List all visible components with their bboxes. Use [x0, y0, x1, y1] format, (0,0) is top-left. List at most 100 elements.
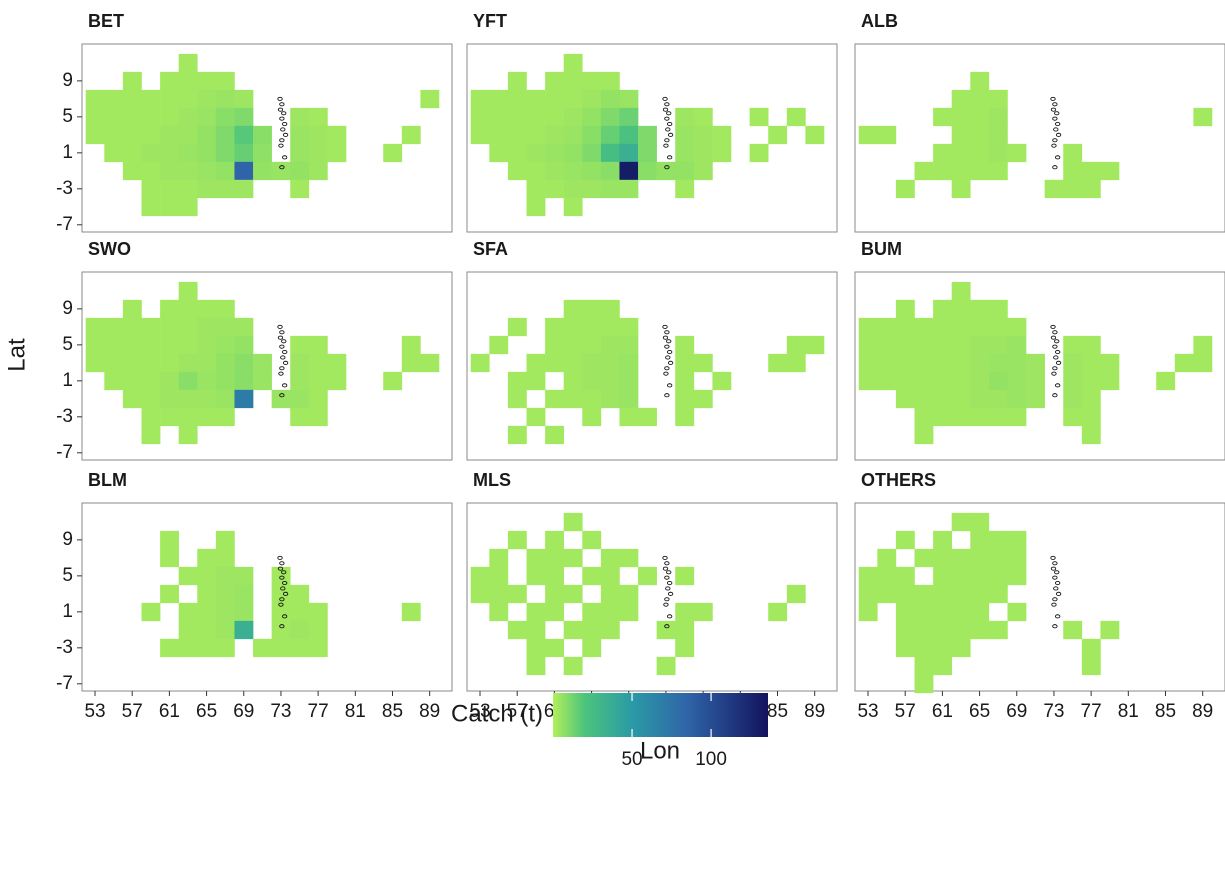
cell [786, 353, 806, 373]
cell [160, 407, 179, 427]
cell [914, 161, 934, 181]
island [278, 143, 284, 148]
cell [933, 602, 952, 622]
cell [600, 584, 620, 604]
cell [970, 530, 990, 550]
cell [600, 179, 620, 199]
cell [507, 425, 527, 445]
island-outline [662, 96, 674, 170]
island [665, 127, 671, 132]
cell [895, 371, 915, 391]
y-tick-label: 1 [62, 601, 73, 622]
cell [1081, 389, 1101, 409]
island-outline [1050, 324, 1062, 398]
cell [1007, 566, 1027, 586]
cell [160, 179, 179, 199]
cell [600, 335, 620, 355]
cell [582, 638, 602, 658]
cell [308, 143, 328, 163]
cell [563, 584, 583, 604]
cell [489, 143, 509, 163]
cell [160, 335, 179, 355]
cell [858, 353, 878, 373]
island [277, 335, 284, 340]
cell [85, 107, 105, 127]
island [1052, 330, 1058, 335]
island [279, 393, 285, 398]
cell [895, 602, 915, 622]
cell [526, 548, 546, 568]
cell [420, 89, 440, 109]
cell [582, 620, 602, 640]
cell [858, 317, 878, 337]
cell [178, 317, 198, 337]
cell [877, 353, 897, 373]
cell [933, 371, 952, 391]
cell [1063, 371, 1083, 391]
cell [141, 107, 161, 127]
cell [122, 161, 142, 181]
cell [988, 548, 1008, 568]
cell [215, 530, 235, 550]
cell [895, 353, 915, 373]
cell [970, 143, 990, 163]
cell [582, 161, 602, 181]
cell [1007, 407, 1027, 427]
cell [197, 179, 217, 199]
cell [619, 407, 639, 427]
island-outline [1050, 555, 1062, 629]
cell [858, 335, 878, 355]
cell [768, 125, 788, 145]
y-axis-title: Lat [3, 338, 30, 372]
cell [545, 566, 564, 586]
cell [178, 299, 198, 319]
cell [1026, 353, 1045, 373]
cell [619, 89, 639, 109]
cell [1007, 548, 1027, 568]
cell [563, 299, 583, 319]
cell [582, 299, 602, 319]
cell [85, 125, 105, 145]
cell [507, 620, 527, 640]
cell [970, 407, 990, 427]
cell [933, 299, 952, 319]
cell [160, 530, 179, 550]
island [279, 102, 285, 107]
cell [383, 371, 403, 391]
cell [85, 317, 105, 337]
island-outline [277, 555, 289, 629]
cell [122, 389, 142, 409]
cell [197, 407, 217, 427]
legend-title: Catch (t) [451, 700, 543, 727]
cell [600, 107, 620, 127]
cell [290, 335, 310, 355]
cell [1156, 371, 1176, 391]
x-tick-label: 89 [419, 701, 440, 722]
island [1053, 127, 1059, 132]
cell [600, 143, 620, 163]
cell [507, 371, 527, 391]
cell [104, 143, 124, 163]
cell [582, 602, 602, 622]
island [279, 165, 285, 170]
cell [1007, 143, 1027, 163]
cell [600, 125, 620, 145]
cell [914, 371, 934, 391]
cell [489, 584, 509, 604]
island [1053, 355, 1059, 360]
cell [178, 566, 198, 586]
island [1055, 132, 1062, 137]
cell [507, 317, 527, 337]
y-tick-label: 1 [62, 142, 73, 163]
cell [988, 371, 1008, 391]
cell [675, 407, 695, 427]
panel-title: YFT [473, 11, 507, 31]
cell [141, 179, 161, 199]
cell [234, 161, 254, 181]
cell [141, 335, 161, 355]
island [1052, 597, 1058, 602]
cell [970, 389, 990, 409]
cell [988, 299, 1008, 319]
cell [215, 107, 235, 127]
cell [178, 197, 198, 217]
